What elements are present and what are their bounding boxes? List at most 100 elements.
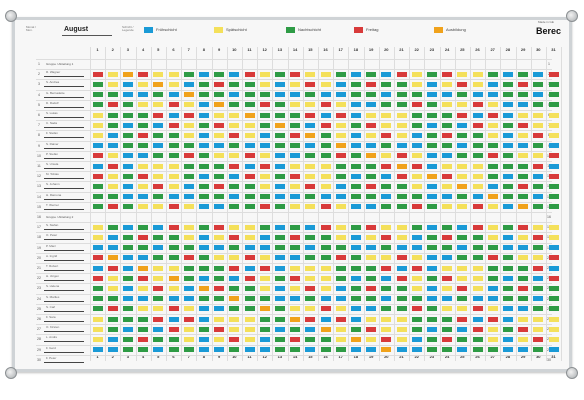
shift-magnet[interactable] [199, 255, 209, 261]
shift-magnet[interactable] [199, 112, 209, 118]
shift-magnet[interactable] [153, 183, 164, 189]
shift-magnet[interactable] [183, 122, 194, 128]
shift-magnet[interactable] [518, 122, 529, 128]
shift-magnet[interactable] [214, 71, 225, 77]
shift-magnet[interactable] [153, 122, 164, 128]
shift-magnet[interactable] [351, 336, 361, 342]
shift-magnet[interactable] [214, 347, 225, 353]
shift-magnet[interactable] [305, 306, 316, 312]
shift-magnet[interactable] [305, 234, 316, 240]
employee-name[interactable]: T. Werner [46, 202, 59, 207]
shift-magnet[interactable] [320, 275, 331, 281]
shift-magnet[interactable] [168, 143, 179, 149]
employee-name[interactable]: O. Peter [46, 233, 58, 238]
shift-magnet[interactable] [138, 132, 149, 138]
shift-magnet[interactable] [199, 132, 209, 138]
shift-magnet[interactable] [548, 81, 559, 87]
shift-magnet[interactable] [427, 326, 437, 332]
shift-magnet[interactable] [548, 153, 559, 159]
shift-magnet[interactable] [305, 204, 316, 210]
shift-magnet[interactable] [229, 71, 240, 77]
shift-magnet[interactable] [472, 316, 483, 322]
shift-magnet[interactable] [335, 81, 346, 87]
shift-magnet[interactable] [381, 194, 392, 200]
shift-magnet[interactable] [305, 102, 316, 108]
shift-magnet[interactable] [92, 112, 103, 118]
shift-magnet[interactable] [244, 204, 255, 210]
shift-magnet[interactable] [92, 326, 103, 332]
shift-magnet[interactable] [138, 306, 149, 312]
shift-magnet[interactable] [138, 112, 149, 118]
shift-magnet[interactable] [199, 194, 209, 200]
shift-magnet[interactable] [487, 163, 498, 169]
shift-magnet[interactable] [123, 81, 133, 87]
shift-magnet[interactable] [214, 224, 225, 230]
shift-magnet[interactable] [92, 71, 103, 77]
shift-magnet[interactable] [487, 285, 498, 291]
shift-magnet[interactable] [183, 153, 194, 159]
shift-magnet[interactable] [183, 275, 194, 281]
shift-magnet[interactable] [457, 316, 468, 322]
employee-name[interactable]: M. Tobias [46, 172, 59, 177]
shift-magnet[interactable] [305, 347, 316, 353]
shift-magnet[interactable] [320, 81, 331, 87]
shift-magnet[interactable] [427, 285, 437, 291]
shift-magnet[interactable] [548, 132, 559, 138]
shift-magnet[interactable] [503, 112, 513, 118]
shift-magnet[interactable] [229, 326, 240, 332]
shift-magnet[interactable] [229, 275, 240, 281]
shift-magnet[interactable] [366, 102, 377, 108]
shift-magnet[interactable] [442, 306, 453, 312]
shift-magnet[interactable] [275, 347, 285, 353]
shift-magnet[interactable] [503, 132, 513, 138]
shift-magnet[interactable] [229, 122, 240, 128]
shift-magnet[interactable] [259, 275, 270, 281]
shift-magnet[interactable] [92, 163, 103, 169]
shift-magnet[interactable] [472, 132, 483, 138]
shift-magnet[interactable] [92, 265, 103, 271]
shift-magnet[interactable] [503, 81, 513, 87]
shift-magnet[interactable] [518, 112, 529, 118]
shift-magnet[interactable] [411, 112, 422, 118]
shift-magnet[interactable] [442, 347, 453, 353]
shift-magnet[interactable] [487, 153, 498, 159]
shift-magnet[interactable] [199, 71, 209, 77]
shift-magnet[interactable] [290, 112, 301, 118]
shift-magnet[interactable] [320, 306, 331, 312]
shift-magnet[interactable] [244, 173, 255, 179]
shift-magnet[interactable] [472, 194, 483, 200]
shift-magnet[interactable] [487, 224, 498, 230]
shift-magnet[interactable] [457, 153, 468, 159]
shift-magnet[interactable] [107, 275, 118, 281]
shift-magnet[interactable] [366, 173, 377, 179]
shift-magnet[interactable] [290, 255, 301, 261]
shift-magnet[interactable] [518, 234, 529, 240]
shift-magnet[interactable] [457, 285, 468, 291]
shift-magnet[interactable] [548, 245, 559, 251]
shift-magnet[interactable] [351, 81, 361, 87]
shift-magnet[interactable] [487, 122, 498, 128]
shift-magnet[interactable] [305, 143, 316, 149]
shift-magnet[interactable] [366, 336, 377, 342]
shift-magnet[interactable] [366, 122, 377, 128]
shift-magnet[interactable] [518, 163, 529, 169]
shift-magnet[interactable] [229, 255, 240, 261]
shift-magnet[interactable] [411, 265, 422, 271]
shift-magnet[interactable] [381, 71, 392, 77]
shift-magnet[interactable] [442, 234, 453, 240]
shift-magnet[interactable] [548, 285, 559, 291]
shift-magnet[interactable] [153, 336, 164, 342]
shift-magnet[interactable] [123, 132, 133, 138]
shift-magnet[interactable] [427, 224, 437, 230]
shift-magnet[interactable] [199, 102, 209, 108]
shift-magnet[interactable] [518, 153, 529, 159]
shift-magnet[interactable] [366, 347, 377, 353]
shift-magnet[interactable] [244, 316, 255, 322]
shift-magnet[interactable] [442, 326, 453, 332]
shift-magnet[interactable] [457, 92, 468, 98]
shift-magnet[interactable] [259, 102, 270, 108]
shift-magnet[interactable] [259, 194, 270, 200]
shift-magnet[interactable] [442, 81, 453, 87]
shift-magnet[interactable] [381, 92, 392, 98]
shift-magnet[interactable] [442, 173, 453, 179]
